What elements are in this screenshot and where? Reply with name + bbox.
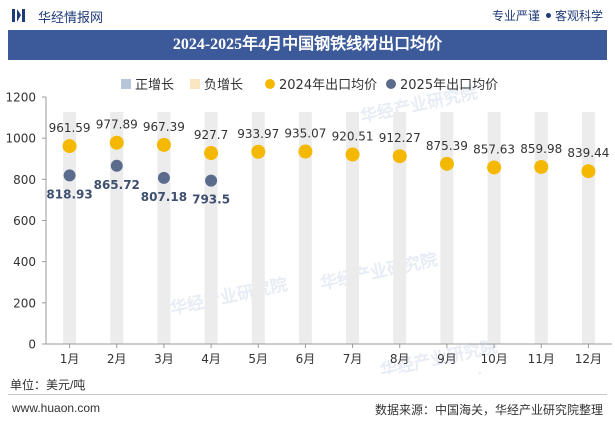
background-bar [157, 112, 171, 344]
footer-site: www.huaon.com [12, 401, 101, 415]
bullet-dot-icon [545, 13, 551, 19]
y-tick-label: 800 [13, 173, 36, 187]
x-tick-label: 6月 [296, 352, 316, 366]
legend-label-negative: 负增长 [204, 78, 243, 93]
background-bar [204, 112, 218, 344]
data-label-2025: 865.72 [94, 178, 140, 192]
data-labels: 961.59 977.89 967.39 927.7 933.97 935.07 920.5… [46, 118, 609, 207]
data-label-2024: 933.97 [237, 127, 279, 141]
chart-marks [62, 135, 596, 187]
point-2025 [157, 171, 170, 184]
unit-label: 单位：美元/吨 [10, 378, 86, 392]
data-label-2024: 927.7 [194, 128, 228, 142]
x-tick-label: 5月 [248, 352, 268, 366]
legend-label-s2024: 2024年出口均价 [279, 78, 377, 93]
point-2024 [439, 156, 454, 171]
point-2024 [62, 139, 77, 154]
background-bar [63, 112, 77, 344]
tagline-right: 客观科学 [554, 9, 603, 23]
axes: 0 200 400 600 800 1000 1200 1月 2月 3月 4月 5月 6月 7月 8月 9月 1… [5, 91, 612, 366]
y-tick-label: 400 [13, 255, 36, 269]
data-label-2024: 859.98 [520, 142, 562, 156]
data-label-2024: 875.39 [426, 139, 468, 153]
data-label-2025: 807.18 [141, 190, 187, 204]
data-label-2024: 920.51 [332, 130, 374, 144]
y-tick-label: 0 [28, 338, 36, 352]
point-2024 [251, 144, 266, 159]
footer-divider [8, 394, 607, 395]
x-tick-label: 4月 [201, 352, 221, 366]
point-2024 [487, 160, 502, 175]
x-tick-label: 1月 [60, 352, 80, 366]
legend-swatch-s2024 [265, 79, 275, 89]
x-tick-label: 12月 [575, 352, 602, 366]
x-tick-label: 3月 [154, 352, 174, 366]
point-2024 [298, 144, 313, 159]
y-tick-label: 1000 [5, 132, 36, 146]
chart-title: 2024-2025年4月中国钢铁线材出口均价 [8, 30, 607, 60]
brand-name: 华经情报网 [38, 10, 104, 25]
tagline: 专业严谨 客观科学 [492, 7, 603, 24]
x-tick-label: 2月 [107, 352, 127, 366]
data-label-2024: 961.59 [49, 121, 91, 135]
x-tick-label: 10月 [480, 352, 507, 366]
point-2024 [109, 135, 124, 150]
footer-source: 数据来源：中国海关，华经产业研究院整理 [374, 403, 603, 417]
legend-swatch-negative [190, 79, 200, 89]
y-tick-label: 1200 [5, 91, 36, 105]
watermark-text: 华经产业研究院 [168, 274, 289, 319]
point-2024 [534, 159, 549, 174]
background-bar [346, 112, 360, 344]
data-label-2024: 839.44 [567, 146, 609, 160]
point-2025 [205, 174, 218, 187]
watermark-text: 华经产业研究院 [318, 249, 439, 294]
x-tick-label: 9月 [437, 352, 457, 366]
legend-label-s2025: 2025年出口均价 [400, 78, 498, 93]
point-2024 [345, 147, 360, 162]
point-2025 [63, 169, 76, 182]
data-label-2024: 857.63 [473, 142, 515, 156]
legend-swatch-s2025 [386, 79, 396, 89]
x-tick-label: 11月 [528, 352, 555, 366]
data-label-2024: 967.39 [143, 120, 185, 134]
point-2024 [581, 164, 596, 179]
x-tick-label: 8月 [390, 352, 410, 366]
chart-area: 华经产业研究院华经产业研究院华经产业研究院华经产业研究院www.huaon.co… [5, 78, 612, 374]
data-label-2025: 793.5 [192, 193, 230, 207]
background-bar [251, 112, 265, 344]
data-label-2025: 818.93 [46, 187, 92, 201]
y-tick-label: 200 [13, 296, 36, 310]
legend-swatch-positive [121, 79, 131, 89]
x-tick-label: 7月 [343, 352, 363, 366]
background-bar [298, 112, 312, 344]
point-2024 [392, 149, 407, 164]
huajing-logo-icon [12, 9, 25, 22]
data-label-2024: 935.07 [284, 127, 326, 141]
watermark-url: www.huaon.com [444, 370, 546, 374]
point-2025 [110, 159, 123, 172]
legend-label-positive: 正增长 [135, 78, 174, 93]
point-2024 [204, 146, 219, 161]
header: 华经情报网 专业严谨 客观科学 [0, 0, 615, 30]
tagline-left: 专业严谨 [491, 9, 540, 23]
background-bar [393, 112, 407, 344]
point-2024 [156, 137, 171, 152]
data-label-2024: 977.89 [96, 118, 138, 132]
y-tick-label: 600 [13, 214, 36, 228]
legend: 正增长 负增长 2024年出口均价 2025年出口均价 [121, 78, 498, 93]
background-bars [63, 112, 595, 344]
data-label-2024: 912.27 [379, 131, 421, 145]
